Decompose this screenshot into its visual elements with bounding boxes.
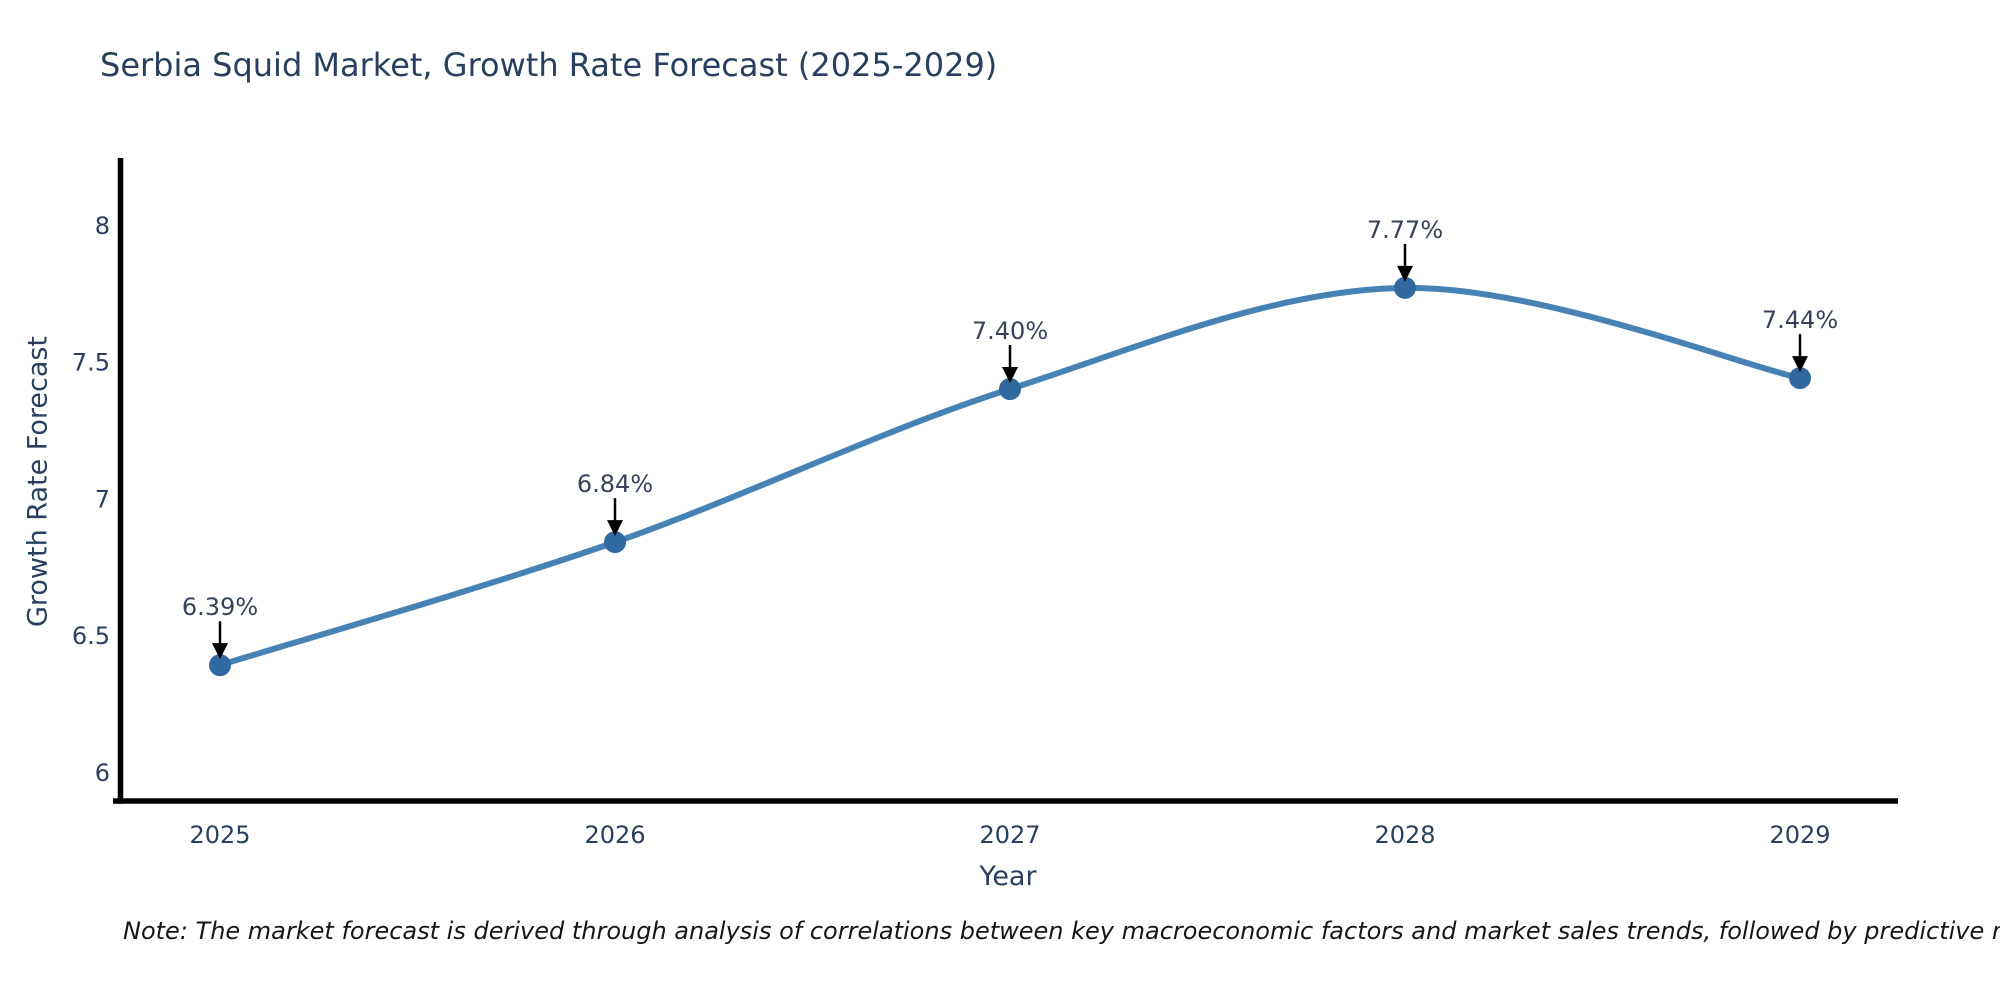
y-tick-label-6.5: 6.5: [72, 622, 110, 650]
annotation-label-2029: 7.44%: [1762, 306, 1838, 334]
data-point-2026[interactable]: [604, 531, 626, 554]
y-tick-label-6: 6: [95, 759, 110, 787]
x-tick-label-2026: 2026: [584, 821, 645, 849]
annotation-label-2025: 6.39%: [182, 593, 258, 621]
y-tick-label-7: 7: [95, 485, 110, 513]
annotation-arrow-head-2025: [212, 643, 228, 660]
x-tick-label-2029: 2029: [1769, 821, 1830, 849]
x-tick-label-2025: 2025: [189, 821, 250, 849]
y-tick-label-7.5: 7.5: [72, 349, 110, 377]
data-point-2028[interactable]: [1394, 276, 1416, 299]
y-tick-label-8: 8: [95, 212, 110, 240]
annotation-arrow-head-2026: [607, 520, 623, 537]
x-tick-label-2028: 2028: [1374, 821, 1435, 849]
x-tick-label-2027: 2027: [979, 821, 1040, 849]
data-point-2027[interactable]: [999, 378, 1021, 401]
annotation-arrow-head-2027: [1002, 367, 1018, 384]
annotation-arrow-head-2029: [1792, 356, 1808, 373]
annotation-label-2026: 6.84%: [577, 470, 653, 498]
footnote-text: Note: The market forecast is derived thr…: [123, 917, 2000, 945]
annotation-label-2027: 7.40%: [972, 317, 1048, 345]
x-axis-title: Year: [979, 861, 1037, 892]
data-point-2025[interactable]: [209, 654, 231, 677]
data-point-2029[interactable]: [1789, 367, 1811, 390]
chart-title: Serbia Squid Market, Growth Rate Forecas…: [100, 46, 998, 84]
annotation-label-2028: 7.77%: [1367, 216, 1443, 244]
annotation-arrow-head-2028: [1397, 265, 1413, 282]
